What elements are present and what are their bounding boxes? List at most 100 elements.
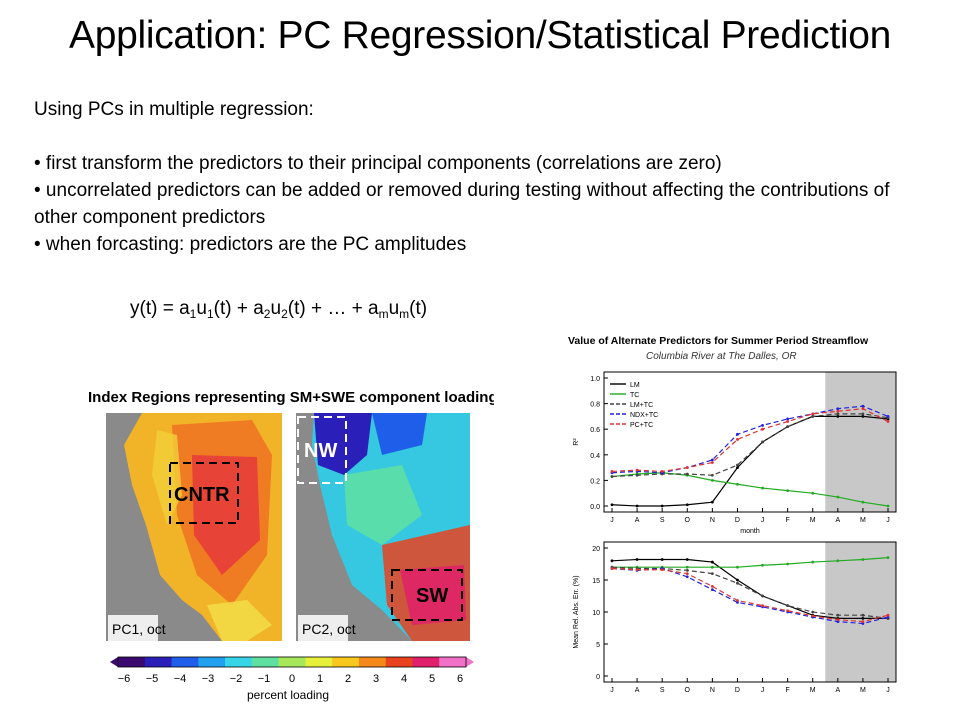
data-point [861,412,865,416]
equation-term: a1u1(t) + [179,298,254,321]
chart-subtitle: Columbia River at The Dalles, OR [646,351,797,362]
x-tick-label: J [886,687,890,694]
x-tick-label: M [810,517,816,524]
x-tick-label: M [860,687,866,694]
colorbar-swatch [118,657,146,667]
loading-field [152,430,182,525]
colorbar-frame [117,656,467,668]
data-point [685,558,689,561]
colorbar-label: percent loading [247,688,329,702]
data-point [710,500,714,504]
x-tick-label: A [835,687,840,694]
colorbar-tick-label: −3 [202,673,215,685]
data-point [836,412,840,416]
colorbar-tick-label: 4 [401,673,407,685]
nw-region-label: NW [304,440,337,462]
bullet-item: • when forcasting: predictors are the PC… [34,234,467,255]
x-tick-label: A [635,517,640,524]
loading-field [400,565,466,625]
data-point [861,500,865,504]
x-tick-label: J [886,517,890,524]
map-figure-svg: Index Regions representing SM+SWE compon… [88,389,506,702]
series-line [611,558,888,619]
data-point [610,503,614,507]
colorbar-tick-label: 5 [429,673,435,685]
y-tick-label: 0.8 [590,402,600,409]
data-point [861,617,865,620]
y-tick-label: 15 [592,578,600,585]
legend-label: PC+TC [630,422,653,429]
map-figure: Index Regions representing SM+SWE compon… [82,375,506,705]
loading-field [344,465,422,545]
x-tick-label: S [660,517,665,524]
data-point [736,601,739,604]
x-tick-label: O [685,517,691,524]
colorbar: −6 −5 −4 −3 −2 −1 0 1 2 3 4 5 6 [110,656,474,685]
x-tick-label: O [685,687,691,694]
data-point [635,468,639,472]
data-point [836,620,840,623]
x-axis-label: month [740,528,760,535]
loading-field [192,455,260,575]
legend-label: NDX+TC [630,412,658,419]
bullet-item: • first transform the predictors to thei… [34,153,722,174]
data-point [736,438,739,441]
data-point [635,473,639,477]
series-line [611,567,889,623]
shaded-region [825,542,896,682]
x-tick-label: D [735,517,740,524]
data-point [736,578,739,582]
data-point [836,407,840,411]
x-tick-label: A [635,687,640,694]
colorbar-tick-label: −5 [146,673,159,685]
data-point [685,575,689,579]
sw-region-box [391,569,463,621]
loading-field [314,413,372,475]
y-axis-label: Mean Rel. Abs. Err. (%) [573,575,580,648]
data-point [886,504,890,508]
cntr-region-label: CNTR [174,484,230,506]
data-point [635,558,639,561]
legend-label: TC [630,392,639,399]
x-tick-label: S [660,687,665,694]
data-point [610,470,614,473]
colorbar-tick-label: 2 [345,673,351,685]
data-point [786,417,790,421]
data-point [861,620,865,623]
data-point [861,558,865,561]
cntr-region-box [169,462,239,524]
data-point [710,560,714,564]
data-point [761,440,764,444]
map-figure-title: Index Regions representing SM+SWE compon… [88,389,494,406]
pc2-map: PC2, oct NW SW [296,413,470,641]
data-point [886,556,890,559]
data-point [710,461,714,464]
data-point [660,558,664,561]
chart-title: Value of Alternate Predictors for Summer… [568,335,869,347]
data-point [786,604,790,607]
data-point [836,409,840,413]
chart-legend: LM TC LM+TC NDX+TC PC+TC [610,382,658,429]
x-tick-label: J [610,687,614,694]
colorbar-swatch [385,657,413,667]
colorbar-swatch [439,657,467,667]
data-point [836,495,840,499]
data-point [685,572,689,575]
sw-region-label: SW [416,585,448,607]
y-tick-label: 0.6 [590,427,600,434]
colorbar-swatch [358,657,387,667]
data-point [886,613,890,617]
colorbar-tick-label: −6 [118,673,131,685]
data-point [736,599,739,602]
slide-title: Application: PC Regression/Statistical P… [68,14,892,57]
data-point [710,572,714,575]
x-tick-label: M [810,687,816,694]
y-tick-label: 5 [596,642,600,649]
y-axis-label: R² [573,438,580,446]
data-point [786,562,790,566]
nw-region-box [297,416,347,484]
bullet-item: • uncorrelated predictors can be added o… [34,180,890,228]
data-point [761,486,764,490]
data-point [710,565,714,569]
data-point [660,568,664,572]
